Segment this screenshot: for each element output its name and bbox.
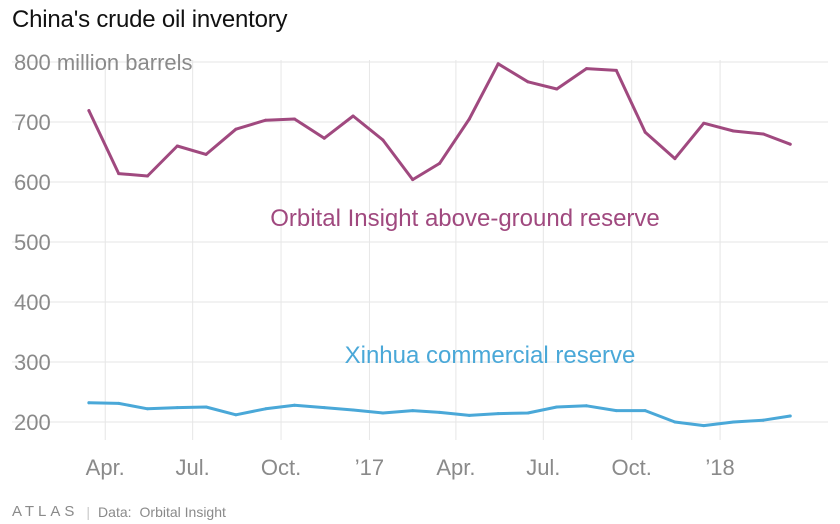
data-point — [234, 413, 238, 417]
data-point — [732, 129, 736, 133]
y-tick-label: 700 — [14, 110, 51, 135]
x-tick-label: ’18 — [705, 455, 734, 480]
gridlines — [12, 60, 828, 440]
data-point — [204, 405, 208, 409]
data-point — [614, 409, 618, 413]
data-point — [761, 418, 765, 422]
data-point — [438, 161, 442, 165]
data-point — [411, 409, 415, 413]
data-point — [234, 127, 238, 131]
source-name[interactable]: Orbital Insight — [139, 503, 226, 520]
y-tick-label: 800 million barrels — [14, 50, 193, 75]
data-point — [526, 80, 530, 84]
x-tick-label: Jul. — [176, 455, 210, 480]
x-tick-label: Jul. — [526, 455, 560, 480]
data-point — [614, 68, 618, 72]
data-point — [381, 138, 385, 142]
data-point — [264, 118, 268, 122]
x-tick-label: Apr. — [86, 455, 125, 480]
x-tick-label: Apr. — [436, 455, 475, 480]
data-point — [411, 178, 415, 182]
data-point — [175, 144, 179, 148]
data-point — [117, 401, 121, 405]
data-point — [87, 109, 91, 113]
data-point — [381, 411, 385, 415]
xinhua-label: Xinhua commercial reserve — [345, 342, 636, 369]
data-point — [673, 157, 677, 161]
data-point — [702, 121, 706, 125]
data-point — [322, 136, 326, 140]
data-point — [761, 132, 765, 136]
data-point — [496, 412, 500, 416]
data-point — [526, 411, 530, 415]
data-point — [788, 414, 792, 418]
data-point — [117, 172, 121, 176]
atlas-logo: ATLAS — [12, 503, 79, 520]
data-point — [292, 117, 296, 121]
data-point — [467, 117, 471, 121]
data-point — [732, 420, 736, 424]
data-point — [322, 406, 326, 410]
data-point — [467, 413, 471, 417]
data-point — [702, 424, 706, 428]
data-point — [351, 114, 355, 118]
line-chart: 200 300 400 500 600 700 800 million barrels Apr… — [12, 50, 828, 480]
data-point — [87, 401, 91, 405]
series-lines — [87, 62, 792, 428]
y-tick-label: 200 — [14, 410, 51, 435]
y-tick-label: 300 — [14, 350, 51, 375]
data-point — [555, 87, 559, 91]
y-tick-label: 400 — [14, 290, 51, 315]
data-point — [788, 142, 792, 146]
x-tick-label: Oct. — [261, 455, 301, 480]
data-point — [146, 174, 150, 178]
data-point — [673, 420, 677, 424]
data-point — [264, 407, 268, 411]
data-point — [351, 408, 355, 412]
data-point — [175, 406, 179, 410]
orbital-insight-label: Orbital Insight above-ground reserve — [270, 205, 660, 232]
data-point — [496, 62, 500, 66]
chart-title: China's crude oil inventory — [12, 6, 288, 33]
footer-divider: | — [86, 503, 91, 520]
data-point — [643, 130, 647, 134]
series-labels: Orbital Insight above-ground reserve Xinh… — [270, 205, 660, 369]
y-tick-label: 500 — [14, 230, 51, 255]
data-point — [555, 405, 559, 409]
x-tick-label: Oct. — [612, 455, 652, 480]
axis-ticks: 200 300 400 500 600 700 800 million barrels Apr… — [14, 50, 735, 480]
footer: ATLAS | Data: Orbital Insight — [12, 503, 226, 520]
x-tick-label: ’17 — [355, 455, 384, 480]
data-point — [585, 404, 589, 408]
y-tick-label: 600 — [14, 170, 51, 195]
data-point — [585, 67, 589, 71]
data-point — [292, 403, 296, 407]
data-point — [204, 152, 208, 156]
data-point — [643, 409, 647, 413]
data-point — [146, 407, 150, 411]
data-point — [438, 410, 442, 414]
source-label: Data: — [98, 503, 132, 520]
